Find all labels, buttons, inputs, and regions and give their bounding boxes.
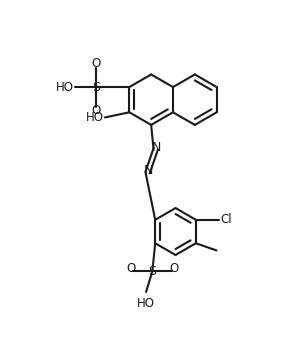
- Text: N: N: [144, 164, 154, 177]
- Text: O: O: [92, 104, 101, 117]
- Text: O: O: [92, 57, 101, 70]
- Text: O: O: [170, 262, 179, 275]
- Text: O: O: [126, 262, 135, 275]
- Text: S: S: [92, 81, 100, 94]
- Text: HO: HO: [55, 81, 73, 94]
- Text: Cl: Cl: [220, 213, 232, 226]
- Text: HO: HO: [137, 297, 154, 310]
- Text: HO: HO: [86, 111, 103, 124]
- Text: S: S: [148, 265, 156, 278]
- Text: N: N: [152, 141, 162, 154]
